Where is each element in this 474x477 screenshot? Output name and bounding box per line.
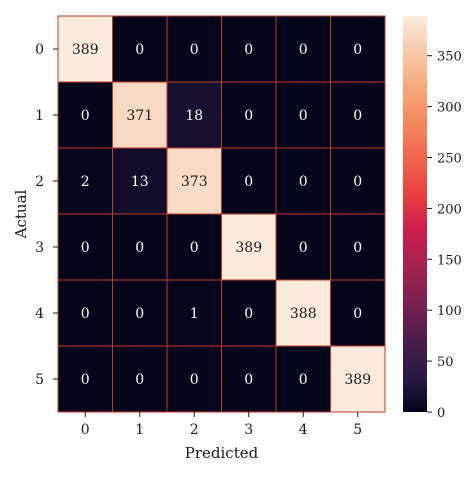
cell-value-label-1-5: 0 bbox=[353, 108, 362, 124]
cell-value-label-4-0: 0 bbox=[81, 306, 90, 322]
x-tick-label-3: 3 bbox=[244, 422, 253, 438]
cell-value-label-5-0: 0 bbox=[81, 372, 90, 388]
cell-value-label-0-1: 0 bbox=[135, 42, 144, 58]
x-tick-label-5: 5 bbox=[353, 422, 362, 438]
heatmap-cell-2-3 bbox=[221, 147, 277, 215]
x-tick-label-2: 2 bbox=[190, 422, 199, 438]
colorbar-tick-label-1: 50 bbox=[437, 355, 454, 370]
heatmap-cell-0-0 bbox=[57, 15, 113, 83]
cell-value-label-2-1: 13 bbox=[131, 174, 149, 190]
cell-value-label-1-3: 0 bbox=[244, 108, 253, 124]
heatmap-cell-2-5 bbox=[330, 147, 386, 215]
cell-value-label-1-4: 0 bbox=[299, 108, 308, 124]
heatmap-cell-5-0 bbox=[57, 345, 113, 413]
colorbar bbox=[403, 16, 427, 412]
x-tick-label-0: 0 bbox=[81, 422, 90, 438]
heatmap-cell-2-4 bbox=[275, 147, 331, 215]
cell-value-label-3-0: 0 bbox=[81, 240, 90, 256]
heatmap-cell-5-5 bbox=[330, 345, 386, 413]
cell-value-label-5-3: 0 bbox=[244, 372, 253, 388]
colorbar-tick-label-4: 200 bbox=[437, 202, 462, 217]
x-axis-title: Predicted bbox=[185, 444, 259, 462]
y-tick-label-3: 3 bbox=[35, 240, 44, 256]
heatmap-cell-3-0 bbox=[57, 213, 113, 281]
heatmap-cell-0-1 bbox=[112, 15, 168, 83]
cell-value-label-1-2: 18 bbox=[185, 108, 203, 124]
colorbar-tick-label-2: 100 bbox=[437, 304, 462, 319]
colorbar-tick-label-5: 250 bbox=[437, 152, 462, 167]
colorbar-tick-label-7: 350 bbox=[437, 50, 462, 65]
y-tick-label-4: 4 bbox=[35, 306, 44, 322]
heatmap-cell-3-3 bbox=[221, 213, 277, 281]
cell-value-label-1-1: 371 bbox=[126, 108, 153, 124]
cell-value-label-2-2: 373 bbox=[181, 174, 208, 190]
cell-value-label-3-5: 0 bbox=[353, 240, 362, 256]
heatmap-cell-1-3 bbox=[221, 81, 277, 149]
heatmap-cell-4-0 bbox=[57, 279, 113, 347]
heatmap-cell-4-3 bbox=[221, 279, 277, 347]
cell-value-label-2-0: 2 bbox=[81, 174, 90, 190]
cell-value-label-5-2: 0 bbox=[190, 372, 199, 388]
cell-value-label-0-5: 0 bbox=[353, 42, 362, 58]
cell-value-label-4-5: 0 bbox=[353, 306, 362, 322]
x-tick-label-1: 1 bbox=[135, 422, 144, 438]
cell-value-label-0-4: 0 bbox=[299, 42, 308, 58]
cell-value-label-4-2: 1 bbox=[190, 306, 199, 322]
cell-value-label-5-5: 389 bbox=[344, 372, 371, 388]
y-axis-title: Actual bbox=[12, 189, 30, 239]
cell-value-label-4-3: 0 bbox=[244, 306, 253, 322]
heatmap-cell-2-1 bbox=[112, 147, 168, 215]
cell-value-label-3-3: 389 bbox=[235, 240, 262, 256]
heatmap-cell-3-5 bbox=[330, 213, 386, 281]
cell-value-label-2-3: 0 bbox=[244, 174, 253, 190]
heatmap-cell-3-1 bbox=[112, 213, 168, 281]
cell-value-label-4-1: 0 bbox=[135, 306, 144, 322]
cell-value-label-2-4: 0 bbox=[299, 174, 308, 190]
heatmap-cell-3-4 bbox=[275, 213, 331, 281]
cell-value-label-0-0: 389 bbox=[72, 42, 99, 58]
heatmap-cell-4-2 bbox=[166, 279, 222, 347]
cell-value-label-2-5: 0 bbox=[353, 174, 362, 190]
cell-value-label-1-0: 0 bbox=[81, 108, 90, 124]
colorbar-tick-label-0: 0 bbox=[437, 406, 445, 421]
y-tick-label-1: 1 bbox=[35, 108, 44, 124]
cell-value-label-3-4: 0 bbox=[299, 240, 308, 256]
heatmap-cell-4-5 bbox=[330, 279, 386, 347]
heatmap-cell-1-5 bbox=[330, 81, 386, 149]
heatmap-cell-3-2 bbox=[166, 213, 222, 281]
heatmap-cell-0-2 bbox=[166, 15, 222, 83]
cell-value-label-5-1: 0 bbox=[135, 372, 144, 388]
heatmap-cell-4-4 bbox=[275, 279, 331, 347]
heatmap-cell-0-5 bbox=[330, 15, 386, 83]
cell-value-label-0-2: 0 bbox=[190, 42, 199, 58]
colorbar-tick-label-3: 150 bbox=[437, 253, 462, 268]
cell-value-label-0-3: 0 bbox=[244, 42, 253, 58]
y-tick-label-0: 0 bbox=[35, 42, 44, 58]
cell-value-label-3-2: 0 bbox=[190, 240, 199, 256]
cell-value-label-4-4: 388 bbox=[290, 306, 317, 322]
cell-value-label-3-1: 0 bbox=[135, 240, 144, 256]
cell-value-label-5-4: 0 bbox=[299, 372, 308, 388]
x-tick-label-4: 4 bbox=[299, 422, 308, 438]
y-tick-label-5: 5 bbox=[35, 372, 44, 388]
colorbar-tick-label-6: 300 bbox=[437, 101, 462, 116]
y-tick-label-2: 2 bbox=[35, 174, 44, 190]
heatmap-cell-1-1 bbox=[112, 81, 168, 149]
